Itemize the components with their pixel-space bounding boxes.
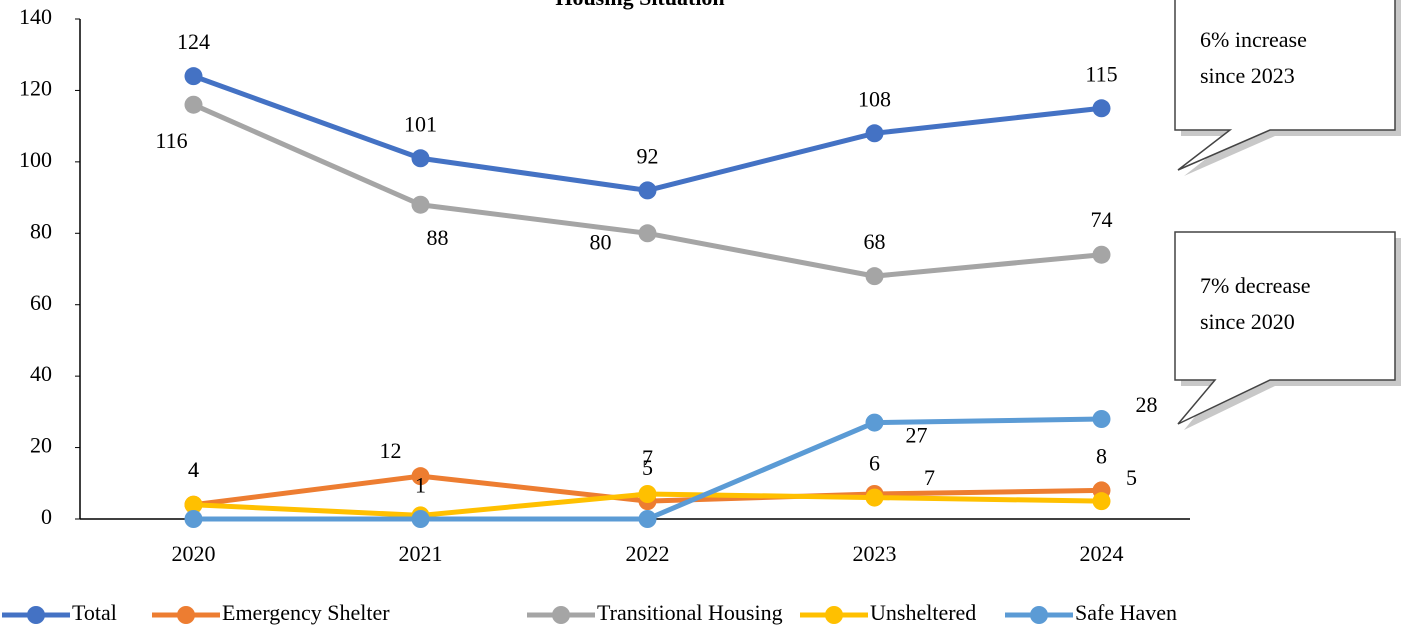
point <box>184 495 203 514</box>
point <box>1092 410 1111 428</box>
point <box>184 67 203 86</box>
x-tick-label: 2024 <box>1080 541 1124 566</box>
x-tick-label: 2020 <box>172 541 216 566</box>
data-label: 124 <box>177 29 210 54</box>
data-label: 80 <box>590 229 612 254</box>
data-label: 7 <box>642 445 653 470</box>
y-tick-label: 140 <box>19 4 52 29</box>
legend-marker <box>552 606 570 624</box>
legend-label: Unsheltered <box>870 600 976 625</box>
legend-item: Emergency Shelter <box>152 600 390 625</box>
x-tick-label: 2023 <box>853 541 897 566</box>
data-label: 5 <box>642 455 653 480</box>
x-tick-label: 2022 <box>626 541 670 566</box>
data-label: 88 <box>427 225 449 250</box>
legend-marker <box>1030 606 1048 624</box>
point <box>411 149 430 168</box>
legend-item: Total <box>2 600 117 625</box>
legend-label: Total <box>72 600 117 625</box>
data-label: 92 <box>637 143 659 168</box>
legend-marker <box>825 606 843 624</box>
point <box>638 510 657 528</box>
legend-item: Safe Haven <box>1005 600 1177 625</box>
data-label: 74 <box>1091 207 1113 232</box>
legend-item: Transitional Housing <box>527 600 783 625</box>
data-label: 4 <box>188 457 199 482</box>
data-label: 27 <box>906 423 928 448</box>
callout-2 <box>1174 231 1401 430</box>
legend-marker <box>27 606 45 624</box>
data-label: 4 <box>188 457 199 482</box>
annotation: since 2020 <box>1200 309 1295 334</box>
data-label: 28 <box>1136 392 1158 417</box>
y-tick-label: 100 <box>19 147 52 172</box>
data-label: 116 <box>155 128 187 153</box>
point <box>1092 99 1111 118</box>
y-tick-label: 60 <box>30 290 52 315</box>
data-label: 108 <box>858 86 891 111</box>
point <box>1092 245 1111 264</box>
annotation: 7% decrease <box>1200 273 1311 298</box>
callout-1 <box>1174 0 1401 176</box>
data-label: 115 <box>1085 61 1117 86</box>
chart-title: Housing Situation <box>555 0 724 10</box>
point <box>865 267 884 286</box>
point <box>638 224 657 243</box>
y-tick-label: 80 <box>30 218 52 243</box>
data-label: 8 <box>1096 443 1107 468</box>
data-label: 1 <box>415 472 426 497</box>
point <box>411 510 430 528</box>
series-line <box>192 73 1102 193</box>
legend-label: Safe Haven <box>1075 600 1177 625</box>
y-tick-label: 0 <box>41 504 52 529</box>
y-tick-label: 40 <box>30 361 52 386</box>
point <box>638 181 657 200</box>
point <box>411 467 430 486</box>
data-label: 101 <box>404 111 437 136</box>
y-tick-label: 20 <box>30 433 52 458</box>
point <box>865 413 884 432</box>
data-label: 12 <box>380 438 402 463</box>
point <box>865 488 884 507</box>
legend-label: Emergency Shelter <box>222 600 390 625</box>
data-label: 7 <box>924 465 935 490</box>
legend-label: Transitional Housing <box>597 600 783 625</box>
annotation: 6% increase <box>1200 27 1307 52</box>
point <box>865 124 884 143</box>
data-label: 6 <box>869 451 880 476</box>
y-tick-label: 120 <box>19 75 52 100</box>
x-tick-label: 2021 <box>399 541 443 566</box>
legend-marker <box>177 606 195 624</box>
legend-item: Unsheltered <box>800 600 976 625</box>
point <box>184 510 203 528</box>
point <box>184 95 203 114</box>
point <box>411 195 430 214</box>
data-label: 5 <box>1126 465 1137 490</box>
annotation: since 2023 <box>1200 63 1295 88</box>
data-label: 68 <box>864 229 886 254</box>
point <box>1092 492 1111 511</box>
point <box>638 485 657 503</box>
